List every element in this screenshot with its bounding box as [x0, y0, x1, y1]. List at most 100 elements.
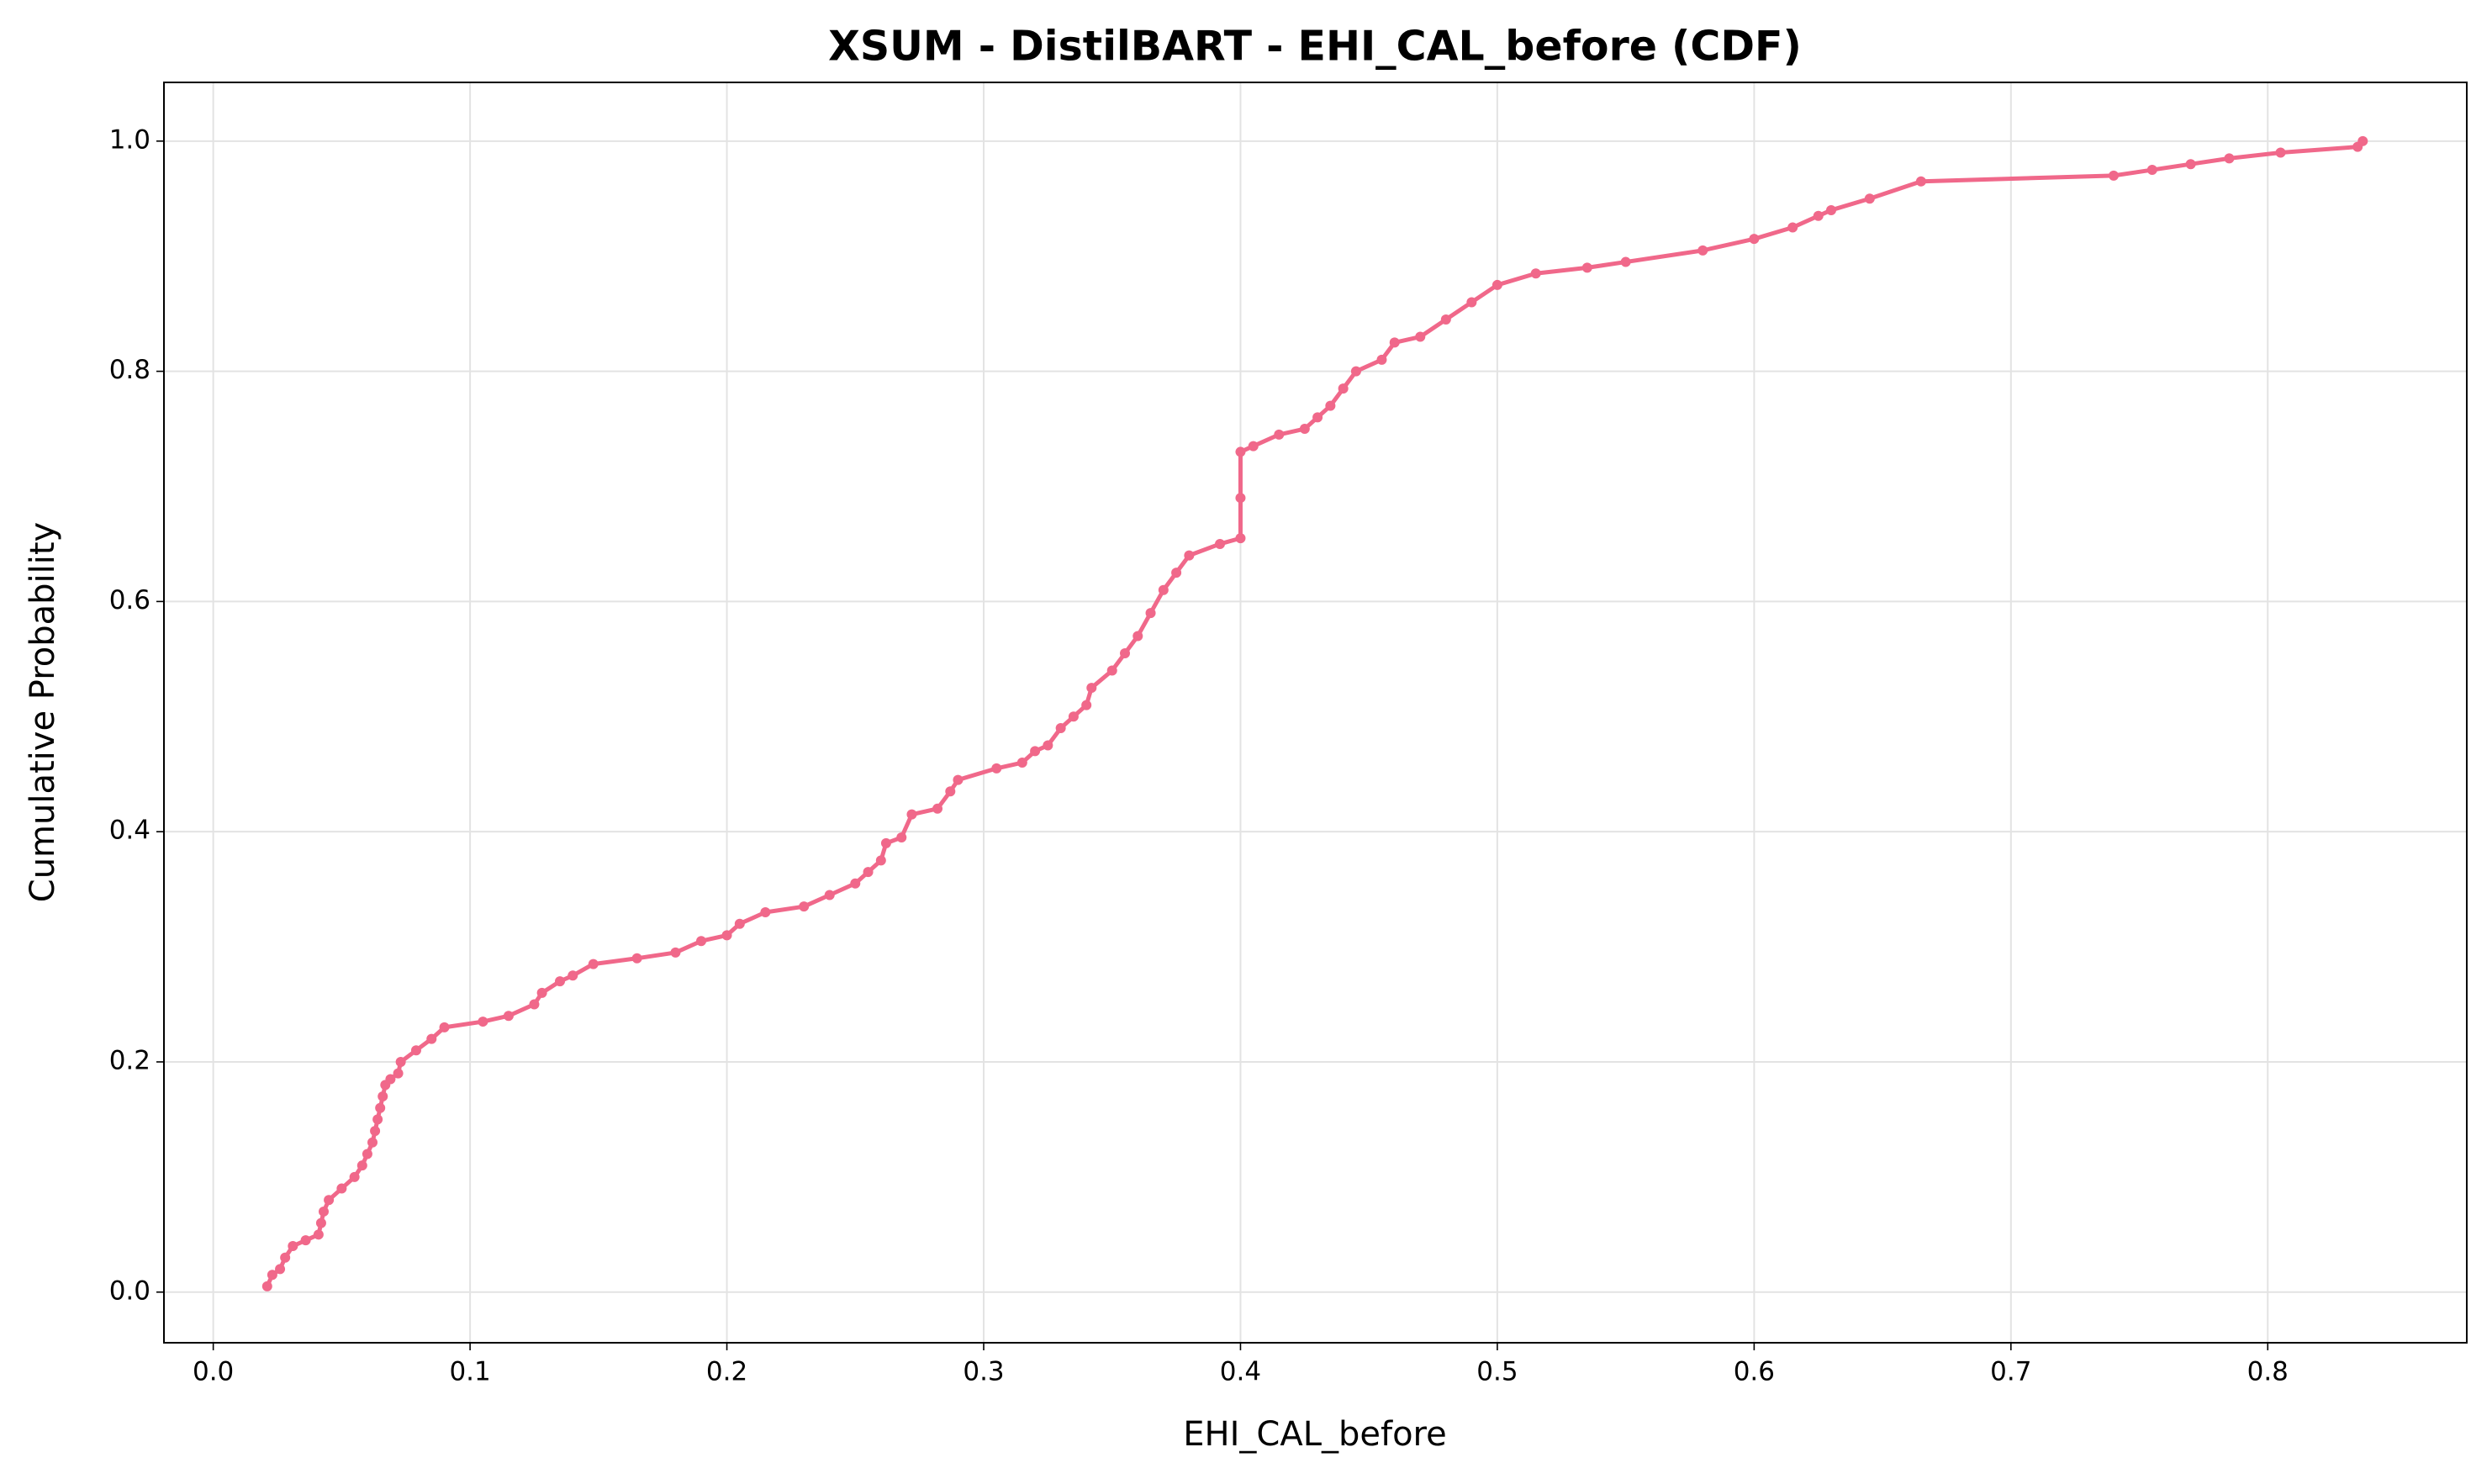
point: [670, 947, 681, 958]
point: [1158, 584, 1169, 595]
point: [1043, 740, 1053, 751]
point: [267, 1270, 277, 1281]
point: [1915, 176, 1926, 187]
point: [1813, 210, 1824, 221]
point: [2357, 135, 2368, 146]
y-tick-label: 1.0: [109, 124, 150, 155]
point: [1171, 568, 1182, 578]
point: [696, 936, 707, 947]
point: [2224, 153, 2235, 164]
point: [555, 976, 566, 987]
point: [315, 1217, 326, 1228]
plot-frame: [163, 82, 2468, 1344]
point: [1120, 647, 1131, 658]
point: [2185, 159, 2196, 170]
x-tick-label: 0.8: [2247, 1357, 2289, 1387]
point: [1787, 222, 1798, 233]
y-tick-label: 0.4: [109, 816, 150, 846]
point: [395, 1056, 406, 1067]
point: [529, 999, 540, 1010]
point: [932, 803, 943, 814]
point: [863, 867, 874, 878]
x-tick-label: 0.2: [706, 1357, 747, 1387]
point: [2146, 165, 2157, 176]
point: [261, 1281, 272, 1291]
point: [280, 1252, 291, 1263]
point: [478, 1017, 488, 1027]
point: [1530, 268, 1541, 279]
point: [1826, 204, 1837, 215]
point: [880, 837, 891, 848]
point: [1312, 412, 1323, 423]
point: [1350, 366, 1361, 377]
point: [824, 890, 835, 900]
point: [1106, 665, 1117, 676]
point: [370, 1126, 381, 1137]
point: [377, 1091, 388, 1102]
y-tick-label: 0.2: [109, 1045, 150, 1075]
point: [336, 1183, 347, 1194]
point: [1235, 446, 1246, 457]
x-axis-label: EHI_CAL_before: [1183, 1415, 1446, 1454]
point: [1466, 297, 1477, 308]
point: [760, 907, 771, 918]
point: [2275, 147, 2286, 158]
point: [1376, 354, 1387, 365]
point: [503, 1011, 514, 1022]
point: [1415, 331, 1426, 342]
point: [2109, 170, 2120, 181]
point: [1248, 441, 1259, 452]
point: [875, 855, 886, 866]
point: [721, 930, 732, 941]
y-axis-label: Cumulative Probability: [24, 522, 62, 902]
x-tick-label: 0.0: [193, 1357, 234, 1387]
point: [1299, 424, 1310, 435]
point: [850, 878, 861, 889]
point: [1492, 279, 1502, 290]
point: [1016, 758, 1027, 768]
point: [275, 1264, 286, 1275]
point: [1389, 337, 1400, 348]
point: [799, 901, 810, 912]
point: [1055, 722, 1066, 733]
point: [945, 786, 956, 797]
x-tick-label: 0.7: [1990, 1357, 2031, 1387]
point: [439, 1022, 450, 1032]
point: [324, 1195, 335, 1206]
point: [1081, 700, 1092, 710]
point: [1581, 262, 1592, 273]
point: [568, 970, 578, 981]
point: [1235, 493, 1246, 504]
point: [372, 1114, 383, 1125]
x-tick-label: 0.5: [1476, 1357, 1518, 1387]
point: [536, 987, 547, 998]
point: [1132, 631, 1143, 642]
point: [1215, 538, 1226, 549]
point: [375, 1102, 386, 1113]
point: [1068, 711, 1079, 722]
point: [734, 918, 745, 929]
point: [1620, 256, 1631, 267]
point: [1235, 533, 1246, 544]
point: [1440, 314, 1451, 325]
y-tick-label: 0.0: [109, 1275, 150, 1306]
cdf-line: [265, 140, 2365, 1287]
point: [318, 1206, 329, 1217]
point: [1184, 550, 1195, 561]
point: [1086, 683, 1097, 694]
point: [410, 1045, 421, 1056]
x-tick-label: 0.1: [449, 1357, 490, 1387]
point: [991, 763, 1002, 774]
point: [1749, 234, 1760, 245]
point: [362, 1149, 372, 1159]
point: [393, 1068, 404, 1079]
point: [349, 1171, 360, 1182]
y-tick-label: 0.8: [109, 355, 150, 385]
chart-title: XSUM - DistilBART - EHI_CAL_before (CDF): [828, 23, 1802, 71]
point: [1338, 383, 1349, 394]
x-tick-label: 0.3: [963, 1357, 1004, 1387]
point: [896, 832, 907, 843]
point: [1864, 193, 1875, 204]
